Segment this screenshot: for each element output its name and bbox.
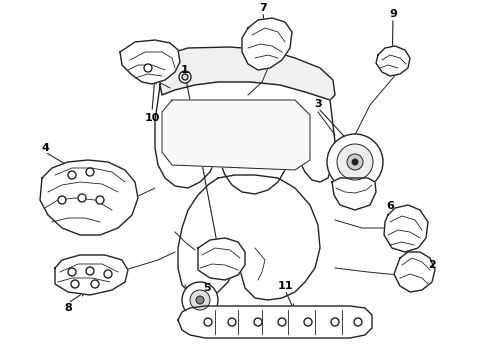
Polygon shape — [394, 252, 435, 292]
Polygon shape — [332, 178, 376, 210]
Circle shape — [278, 318, 286, 326]
Circle shape — [58, 196, 66, 204]
Circle shape — [352, 159, 358, 165]
Circle shape — [337, 144, 373, 180]
Circle shape — [190, 290, 210, 310]
Circle shape — [86, 267, 94, 275]
Circle shape — [196, 296, 204, 304]
Circle shape — [228, 318, 236, 326]
Text: 3: 3 — [314, 99, 322, 109]
Polygon shape — [160, 47, 335, 100]
Circle shape — [347, 154, 363, 170]
Text: 2: 2 — [428, 260, 436, 270]
Circle shape — [354, 318, 362, 326]
Polygon shape — [178, 306, 372, 338]
Polygon shape — [384, 205, 428, 252]
Circle shape — [68, 171, 76, 179]
Circle shape — [204, 318, 212, 326]
Text: 10: 10 — [145, 113, 160, 123]
Circle shape — [91, 280, 99, 288]
Text: 8: 8 — [64, 303, 72, 313]
Circle shape — [304, 318, 312, 326]
Circle shape — [86, 168, 94, 176]
Text: 5: 5 — [203, 283, 211, 293]
Circle shape — [68, 268, 76, 276]
Polygon shape — [376, 46, 410, 76]
Polygon shape — [162, 100, 310, 170]
Circle shape — [71, 280, 79, 288]
Polygon shape — [120, 40, 180, 84]
Polygon shape — [198, 238, 245, 280]
Text: 4: 4 — [41, 143, 49, 153]
Text: 7: 7 — [259, 3, 267, 13]
Text: 11: 11 — [277, 281, 293, 291]
Circle shape — [182, 282, 218, 318]
Circle shape — [144, 64, 152, 72]
Circle shape — [179, 71, 191, 83]
Circle shape — [254, 318, 262, 326]
Circle shape — [182, 74, 188, 80]
Text: 9: 9 — [389, 9, 397, 19]
Polygon shape — [178, 175, 320, 300]
Circle shape — [104, 270, 112, 278]
Polygon shape — [242, 18, 292, 70]
Circle shape — [327, 134, 383, 190]
Text: 6: 6 — [386, 201, 394, 211]
Text: 1: 1 — [181, 65, 189, 75]
Polygon shape — [55, 255, 128, 295]
Polygon shape — [155, 82, 335, 194]
Circle shape — [331, 318, 339, 326]
Polygon shape — [40, 160, 138, 235]
Circle shape — [96, 196, 104, 204]
Circle shape — [78, 194, 86, 202]
